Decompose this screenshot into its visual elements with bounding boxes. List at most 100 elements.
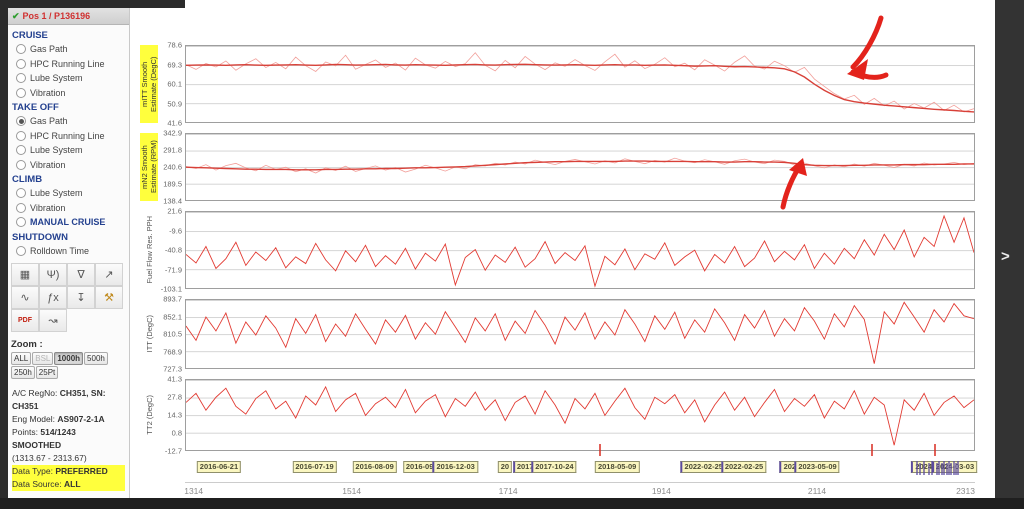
sidebar-toolbar: ▦ Ψ) ∇ ↗ ∿ ƒx ↧ ⚒ PDF ↝ — [11, 263, 127, 332]
info-value: CH351, SN: CH351 — [12, 388, 106, 411]
sidebar-item-hpc-running-line[interactable]: HPC Running Line — [11, 129, 126, 144]
sidebar-item-lube-system[interactable]: Lube System — [11, 143, 126, 158]
info-line: SMOOTHED — [12, 439, 125, 452]
zoom-button-1000h[interactable]: 1000h — [54, 352, 84, 365]
y-tick: -9.6 — [169, 226, 182, 235]
plot-area-0[interactable] — [185, 45, 975, 123]
y-axis-label-wrap: mITT Smooth Estimate (DegC) — [140, 45, 158, 123]
y-tick: 727.3 — [163, 364, 182, 374]
wave-icon[interactable]: ∿ — [11, 286, 39, 309]
date-label: 2016-12-03 — [432, 461, 478, 473]
sidebar-item-rolldown-time[interactable]: Rolldown Time — [11, 244, 126, 259]
zoom-controls: Zoom : ALL BSL 1000h 500h 250h 25Pt — [11, 339, 126, 379]
plot-area-3[interactable] — [185, 299, 975, 369]
plot-area-2[interactable] — [185, 211, 975, 289]
y-tick: 852.1 — [163, 312, 182, 321]
download-icon[interactable]: ↧ — [67, 286, 95, 309]
chart-function-icon[interactable]: ƒx — [39, 286, 67, 309]
series-smooth — [186, 64, 974, 112]
info-value: PREFERRED — [55, 466, 108, 476]
pdf-export-icon[interactable]: PDF — [11, 309, 39, 332]
export-report-icon-glyph: ↗ — [104, 269, 114, 281]
zoom-buttons: ALL BSL 1000h 500h 250h 25Pt — [11, 352, 126, 379]
sidebar-item-label: Gas Path — [30, 44, 68, 55]
date-label: 2017-10-24 — [531, 461, 577, 473]
sidebar: ✔ Pos 1 / P136196 CRUISE Gas Path HPC Runn… — [8, 0, 130, 498]
x-tick: 1514 — [342, 486, 362, 496]
chart-row-itt-degc: ITT (DegC) 893.7 852.1 810.5 768.9 727.3 — [140, 295, 975, 374]
y-axis-label-wrap: TT2 (DegC) — [140, 379, 158, 451]
zoom-button-250h[interactable]: 250h — [11, 366, 35, 379]
y-axis-label: TT2 (DegC) — [144, 395, 154, 435]
info-value: ALL — [63, 479, 81, 489]
info-label: (1313.67 - 2313.67) — [12, 453, 87, 463]
radio-icon — [16, 217, 26, 228]
info-label: Data Type: — [12, 466, 56, 476]
tools-icon[interactable]: ⚒ — [95, 286, 123, 309]
y-axis-label-wrap: Fuel Flow Res. PPH — [140, 211, 158, 289]
filter-icon[interactable]: ∇ — [67, 263, 95, 286]
info-value: SMOOTHED — [12, 440, 62, 450]
info-line: Points: 514/1243 — [12, 426, 125, 439]
y-tick: 69.3 — [167, 60, 182, 69]
chart-row-fuel-flow-res-pph: Fuel Flow Res. PPH 21.6 -9.6 -40.8 -71.9 -103… — [140, 207, 975, 294]
radio-icon — [16, 116, 26, 127]
date-label: 202 — [779, 461, 800, 473]
section-header-climb: CLIMB — [12, 174, 43, 185]
engine-info-panel: A/C RegNo: CH351, SN: CH351 Eng Model: AS… — [12, 387, 125, 491]
date-label: 2016-09 — [402, 461, 437, 473]
sidebar-item-vibration[interactable]: Vibration — [11, 158, 126, 173]
info-line: (1313.67 - 2313.67) — [12, 452, 125, 465]
section-header-take-off: TAKE OFF — [12, 102, 59, 113]
sidebar-item-label: MANUAL CRUISE — [30, 217, 106, 228]
series-tt2 — [186, 387, 974, 445]
sidebar-item-gas-path[interactable]: Gas Path — [11, 114, 126, 129]
y-tick: -40.8 — [164, 245, 182, 255]
sidebar-item-vibration[interactable]: Vibration — [11, 86, 126, 101]
tools-icon-glyph: ⚒ — [104, 292, 114, 304]
expand-panel-chevron-icon[interactable]: > — [1001, 248, 1010, 265]
sidebar-item-hpc-running-line[interactable]: HPC Running Line — [11, 57, 126, 72]
y-tick: -71.9 — [164, 265, 182, 274]
sidebar-item-label: Vibration — [30, 202, 66, 213]
y-ticks: 41.3 27.8 14.3 0.8 -12.7 — [158, 375, 185, 456]
settings-curve-icon[interactable]: ↝ — [39, 309, 67, 332]
engine-position-header[interactable]: ✔ Pos 1 / P136196 — [8, 8, 129, 25]
zoom-button-bsl[interactable]: BSL — [32, 352, 54, 365]
download-icon-glyph: ↧ — [76, 292, 86, 304]
sidebar-item-vibration[interactable]: Vibration — [11, 201, 126, 216]
plot-area-1[interactable] — [185, 133, 975, 201]
x-tick: 2313 — [956, 486, 975, 496]
plot-area-4[interactable] — [185, 379, 975, 451]
plot-svg — [186, 380, 974, 450]
app-window: ✔ Pos 1 / P136196 CRUISE Gas Path HPC Runn… — [8, 0, 995, 498]
sidebar-item-label: Vibration — [30, 159, 66, 170]
export-report-icon[interactable]: ↗ — [95, 263, 123, 286]
y-tick: 41.6 — [167, 118, 182, 128]
y-tick: 0.8 — [171, 428, 182, 438]
radio-icon — [16, 73, 26, 84]
data-table-icon[interactable]: ▦ — [11, 263, 39, 286]
y-tick: 291.8 — [163, 145, 182, 155]
radio-icon — [16, 145, 26, 156]
y-tick: 78.6 — [167, 40, 182, 50]
sidebar-item-gas-path[interactable]: Gas Path — [11, 42, 126, 57]
y-tick: 138.4 — [163, 196, 182, 206]
zoom-button-all[interactable]: ALL — [11, 352, 32, 365]
y-tick: -12.7 — [164, 446, 182, 456]
signal-icon[interactable]: Ψ) — [39, 263, 67, 286]
y-tick: 768.9 — [163, 347, 182, 356]
sidebar-item-lube-system[interactable]: Lube System — [11, 71, 126, 86]
y-tick: 240.6 — [163, 162, 182, 172]
x-tick: 1914 — [651, 486, 671, 496]
signal-icon-glyph: Ψ) — [46, 268, 60, 281]
radio-icon — [16, 130, 26, 141]
zoom-button-500h[interactable]: 500h — [84, 352, 108, 365]
sidebar-item-lube-system[interactable]: Lube System — [11, 186, 126, 201]
y-tick: 50.9 — [167, 99, 182, 108]
info-label: Data Source: — [12, 479, 64, 489]
zoom-button-25pt[interactable]: 25Pt — [35, 366, 59, 379]
y-axis-label-wrap: mN2 Smooth Estimate (RPM) — [140, 133, 158, 201]
y-tick: 27.8 — [167, 392, 182, 402]
sidebar-item-manual-cruise[interactable]: MANUAL CRUISE — [11, 215, 126, 230]
